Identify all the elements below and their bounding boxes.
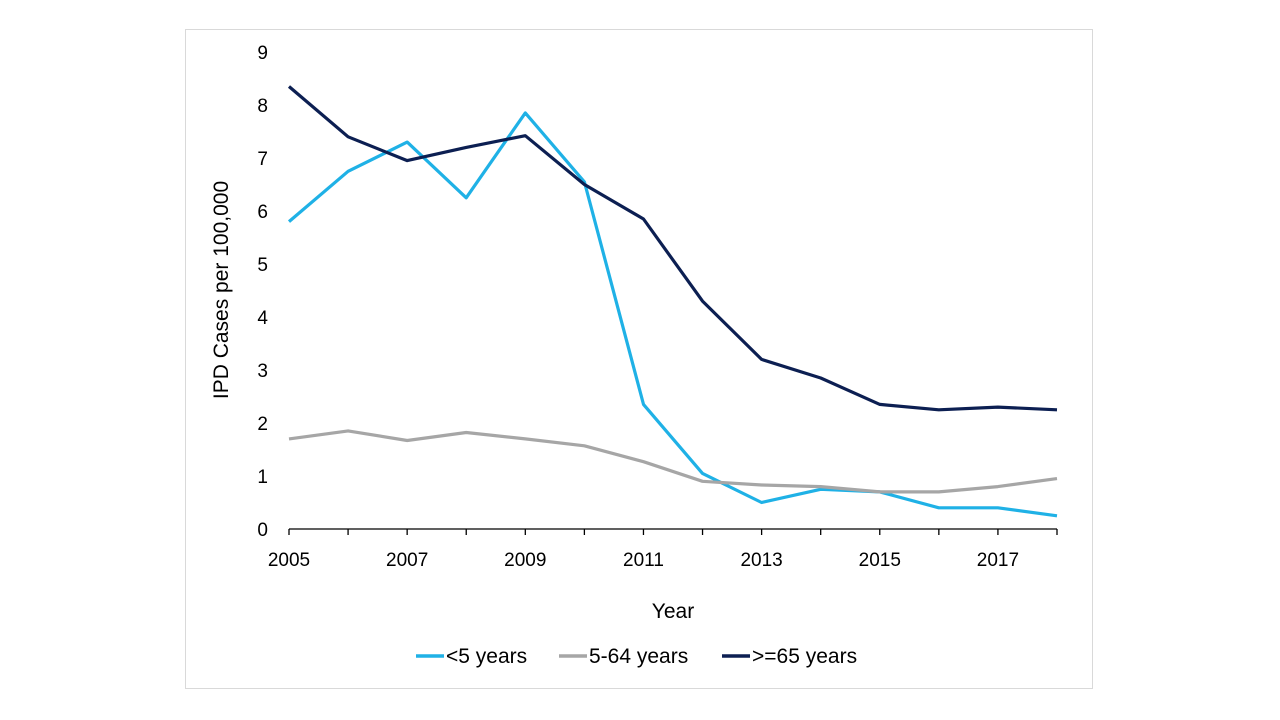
y-tick-labels: 0 1 2 3 4 5 6 7 8 9	[257, 43, 268, 541]
x-tick-label: 2013	[740, 550, 782, 571]
legend: <5 years 5-64 years >=65 years	[416, 645, 857, 668]
y-tick-label: 0	[257, 520, 268, 541]
y-tick-label: 1	[257, 467, 268, 488]
y-tick-label: 7	[257, 149, 268, 170]
x-tick-label: 2009	[504, 550, 546, 571]
y-tick-label: 4	[257, 308, 268, 329]
x-tick-label: 2005	[268, 550, 310, 571]
legend-label: 5-64 years	[589, 645, 688, 668]
series-line-0	[287, 111, 1058, 518]
y-tick-label: 2	[257, 414, 268, 435]
series-line-2	[287, 85, 1058, 412]
x-tick-label: 2017	[977, 550, 1019, 571]
x-axis: 2005 2007 2009 2011 2013 2015 2017	[268, 528, 1058, 571]
y-tick-label: 8	[257, 96, 268, 117]
x-tick-label: 2015	[859, 550, 901, 571]
series-line-1	[288, 429, 1058, 494]
y-tick-label: 9	[257, 43, 268, 64]
y-tick-label: 3	[257, 361, 268, 382]
x-tick-label: 2007	[386, 550, 428, 571]
legend-label: >=65 years	[752, 645, 857, 668]
legend-label: <5 years	[446, 645, 527, 668]
y-tick-label: 6	[257, 202, 268, 223]
y-tick-label: 5	[257, 255, 268, 276]
x-axis-title: Year	[652, 600, 694, 623]
y-axis-title: IPD Cases per 100,000	[210, 181, 233, 399]
series-lines	[287, 85, 1058, 518]
x-tick-label: 2011	[623, 550, 664, 571]
